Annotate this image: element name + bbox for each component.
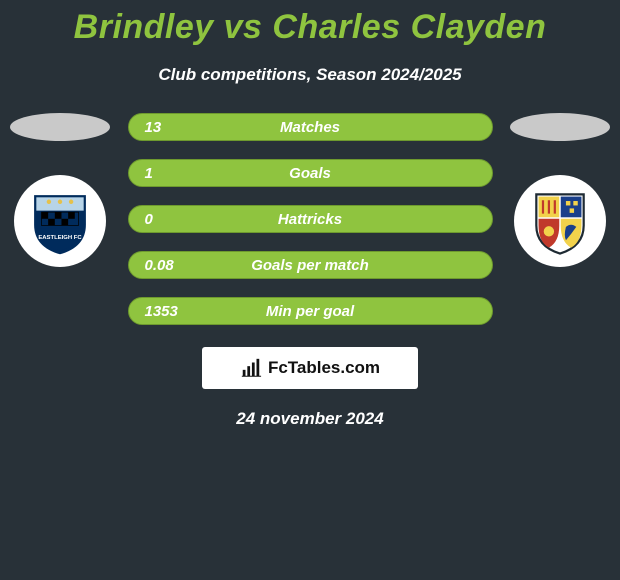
wealdstone-crest-icon (523, 184, 597, 258)
stat-bar-hattricks: 0 Hattricks (128, 205, 493, 233)
player-left-column: EASTLEIGH FC (0, 113, 120, 267)
eastleigh-crest-icon: EASTLEIGH FC (23, 184, 97, 258)
stat-label: Goals per match (129, 257, 492, 274)
stat-value-left: 1353 (145, 303, 178, 320)
brand-badge[interactable]: FcTables.com (202, 347, 418, 389)
page-title: Brindley vs Charles Clayden (0, 0, 620, 47)
player-left-bubble (10, 113, 110, 141)
stat-label: Goals (129, 165, 492, 182)
stat-bar-min-per-goal: 1353 Min per goal (128, 297, 493, 325)
stat-bar-matches: 13 Matches (128, 113, 493, 141)
brand-text: FcTables.com (268, 358, 380, 378)
page-subtitle: Club competitions, Season 2024/2025 (0, 65, 620, 85)
player-right-column (500, 113, 620, 267)
stat-value-left: 0.08 (145, 257, 174, 274)
snapshot-date: 24 november 2024 (0, 409, 620, 429)
stat-bar-goals-per-match: 0.08 Goals per match (128, 251, 493, 279)
stat-value-left: 13 (145, 119, 162, 136)
svg-text:EASTLEIGH FC: EASTLEIGH FC (38, 235, 82, 241)
stat-bars: 13 Matches 1 Goals 0 Hattricks 0.08 Goal… (128, 113, 493, 325)
player-right-bubble (510, 113, 610, 141)
stat-label: Min per goal (129, 303, 492, 320)
stat-label: Matches (129, 119, 492, 136)
stat-value-left: 1 (145, 165, 153, 182)
stat-value-left: 0 (145, 211, 153, 228)
bar-chart-icon (240, 357, 262, 379)
stat-label: Hattricks (129, 211, 492, 228)
club-crest-left: EASTLEIGH FC (14, 175, 106, 267)
club-crest-right (514, 175, 606, 267)
comparison-content: EASTLEIGH FC (0, 113, 620, 429)
stat-bar-goals: 1 Goals (128, 159, 493, 187)
